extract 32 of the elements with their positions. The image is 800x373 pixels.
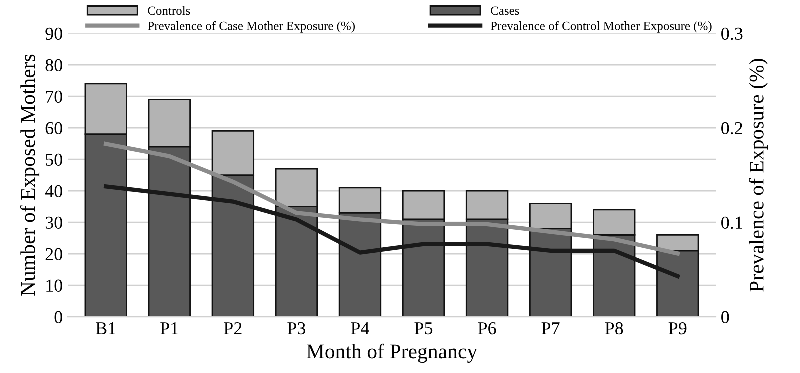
y-tick-label: 10 [46,280,62,292]
y-tick-label: 60 [46,122,62,135]
legend-label: Controls [148,6,190,16]
y-tick-label: 20 [46,248,62,260]
x-tick-label: P9 [668,322,687,335]
legend-label: Prevalence of Case Mother Exposure (%) [148,21,355,33]
y-tick-label: 70 [46,90,62,104]
x-tick-label: P5 [414,322,433,335]
x-tick-label: P2 [224,322,242,334]
y-tick-label: 0 [54,311,62,324]
x-tick-label: P1 [160,322,178,334]
y-tick-label: 40 [45,185,62,198]
y-tick-label: 30 [46,216,62,229]
x-tick-label: P8 [605,322,624,335]
y-tick-label: 80 [46,59,62,72]
y-tick-label: 50 [46,154,62,166]
y2-tick-label: 0.3 [722,28,743,40]
y2-axis-title: Prevalence of Exposure (%) [748,59,768,292]
y2-tick-label: 0.1 [722,216,742,230]
y-axis-title: Number of Exposed Mothers [20,54,40,296]
y2-tick-label: 0 [722,311,730,324]
x-tick-label: P3 [288,322,306,335]
x-tick-label: B1 [96,322,116,334]
x-tick-label: P6 [478,322,496,335]
x-tick-label: P7 [542,322,560,334]
x-tick-label: P4 [351,322,370,334]
y-tick-label: 90 [46,28,62,40]
line-series [104,142,680,256]
y2-tick-label: 0.2 [722,122,742,135]
x-axis-title: Month of Pregnancy [306,344,478,364]
legend-label: Cases [491,6,520,16]
legend-label: Prevalence of Control Mother Exposure (%) [490,21,712,33]
